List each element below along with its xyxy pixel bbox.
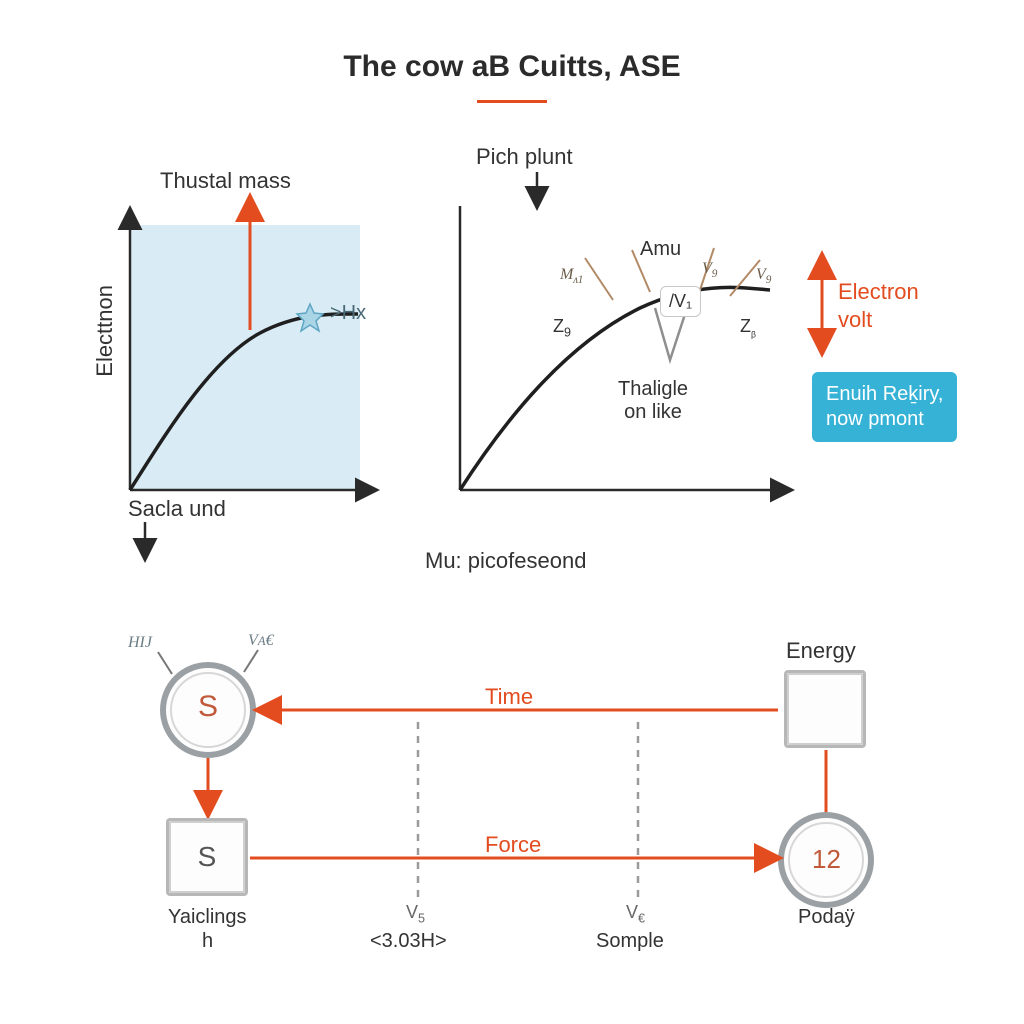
circle-s-text: S	[198, 690, 218, 724]
dash-v5: V5	[406, 902, 425, 926]
right-curve	[460, 287, 770, 490]
square-energy	[784, 670, 866, 748]
info-badge: Enuih Reḵiry, now pmont	[812, 372, 957, 442]
z-left: Z9	[553, 316, 571, 340]
ray-label-v9a: V9	[702, 260, 717, 280]
time-label: Time	[485, 684, 533, 710]
303h-label: <3.03H>	[370, 930, 447, 953]
left-xlabel: Sacla und	[128, 496, 226, 522]
left-ylabel: Electtnon	[92, 285, 118, 377]
poday-label: Podaÿ	[798, 906, 855, 929]
energy-label: Energy	[786, 638, 856, 664]
yaiclings-label: Yaiclings	[168, 906, 247, 929]
tick-vae: VA€	[248, 632, 274, 650]
dash-v6: V€	[626, 902, 645, 926]
hx-label: >Hx	[330, 302, 366, 325]
left-top-label: Thustal mass	[160, 168, 291, 194]
somple-label: Somple	[596, 930, 664, 953]
force-label: Force	[485, 832, 541, 858]
mid-label: Mu: picofeseond	[425, 548, 586, 574]
thaligle-label: Thaligle on like	[618, 378, 688, 424]
v-box: /V₁	[660, 286, 701, 317]
right-top-label: Pich plunt	[476, 144, 573, 170]
amu-label: Amu	[640, 238, 681, 261]
tick-hij: HIJ	[128, 634, 152, 652]
ray-label-v9b: V9	[756, 266, 771, 286]
h-label: h	[202, 930, 213, 953]
square-s: S	[166, 818, 248, 896]
left-chart-fill	[130, 225, 360, 490]
electron-volt-label: Electron volt	[838, 278, 919, 333]
circle-12-text: 12	[812, 844, 841, 875]
z-right: Zᵦ	[740, 316, 756, 340]
ray-label-m1: Mᴧ1	[560, 266, 583, 286]
